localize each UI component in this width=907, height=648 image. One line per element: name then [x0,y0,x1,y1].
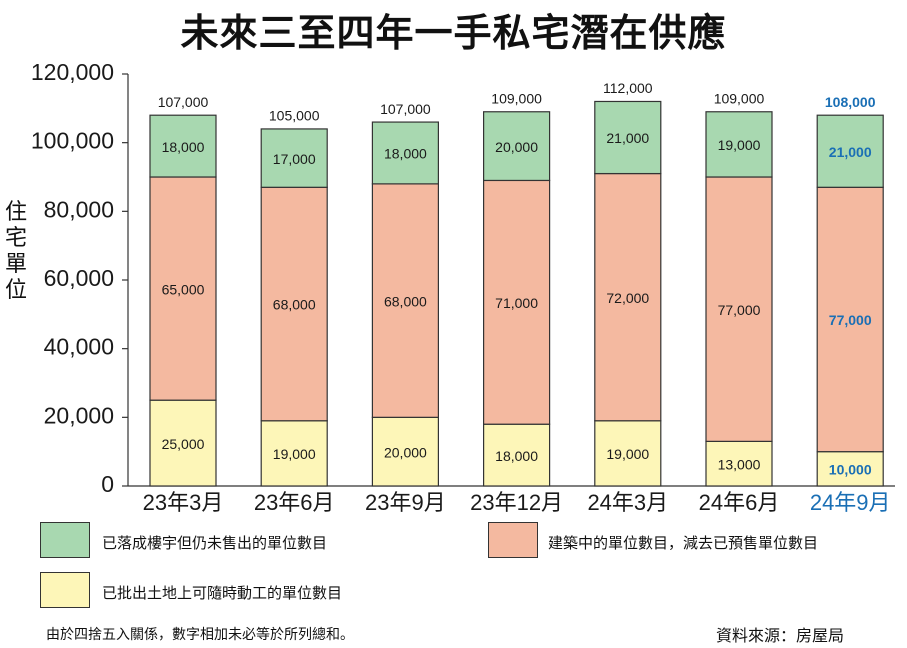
x-tick-label: 23年3月 [143,490,224,515]
x-tick-label: 24年6月 [699,490,780,515]
segment-value-label: 18,000 [384,146,427,162]
segment-value-label: 19,000 [718,137,761,153]
segment-value-label: 13,000 [718,456,761,472]
bar-segment [260,186,328,422]
segment-value-label: 18,000 [162,139,205,155]
bar-segment [705,111,773,178]
total-value-label: 109,000 [491,90,542,106]
y-tick-label: 80,000 [44,196,114,222]
segment-value-label: 18,000 [495,448,538,464]
total-value-label: 107,000 [380,101,431,117]
segment-value-label: 25,000 [162,436,205,452]
y-tick-label: 100,000 [31,128,114,154]
bar-segment [594,100,662,175]
bar-segment [149,399,217,487]
chart-title: 未來三至四年一手私宅潛在供應 [180,11,727,55]
segment-value-label: 77,000 [829,312,872,328]
segment-value-label: 17,000 [273,151,316,167]
x-tick-label: 23年9月 [365,490,446,515]
y-tick-label: 60,000 [44,265,114,291]
bar-segment [816,451,884,487]
total-value-label: 107,000 [158,94,209,110]
x-tick-label: 23年12月 [470,490,563,515]
bar-segment [483,423,551,487]
segment-value-label: 68,000 [384,293,427,309]
y-axis-label: 住宅單位 [4,200,27,303]
source-credit: 資料來源：房屋局 [716,626,845,645]
bar-segment [816,114,884,188]
total-value-label: 112,000 [603,80,653,96]
segment-value-label: 72,000 [606,290,649,306]
legend-label-completed: 已落成樓宇但仍未售出的單位數目 [102,534,328,552]
x-tick-label: 24年9月 [810,490,891,515]
total-value-label: 108,000 [825,94,876,110]
segment-value-label: 19,000 [606,446,649,462]
segment-value-label: 19,000 [273,446,316,462]
segment-value-label: 10,000 [829,462,872,478]
legend-swatch-ready-to-start [40,572,90,608]
segment-value-label: 21,000 [829,144,872,160]
segment-value-label: 77,000 [718,302,761,318]
y-tick-label: 40,000 [44,334,114,360]
bar-segment [483,111,551,182]
segment-value-label: 65,000 [162,281,205,297]
total-value-label: 109,000 [714,90,765,106]
legend-label-ready-to-start: 已批出土地上可隨時動工的單位數目 [102,584,343,602]
bar-segment [149,176,217,401]
legend-label-under-construction: 建築中的單位數目，減去已預售單位數目 [548,534,819,552]
segment-value-label: 20,000 [495,139,538,155]
bar-segment [483,179,551,425]
segment-value-label: 20,000 [384,444,427,460]
bar-segment [149,114,217,178]
segment-value-label: 21,000 [606,130,649,146]
segment-value-label: 71,000 [495,295,538,311]
bar-segment [371,121,439,185]
y-tick-label: 20,000 [44,402,114,428]
bar-segment [816,186,884,453]
bar-segment [705,440,773,487]
bar-segment [260,128,328,188]
bar-segment [594,172,662,422]
y-tick-label: 120,000 [31,59,114,85]
x-tick-label: 23年6月 [254,490,335,515]
segment-value-label: 68,000 [273,297,316,313]
total-value-label: 105,000 [269,108,320,124]
legend-swatch-completed [40,522,90,558]
x-tick-label: 24年3月 [587,490,668,515]
rounding-note: 由於四捨五入關係，數字相加未必等於所列總和。 [46,627,354,643]
y-tick-label: 0 [101,471,114,497]
bar-segment [594,420,662,487]
legend-swatch-under-construction [488,522,538,558]
